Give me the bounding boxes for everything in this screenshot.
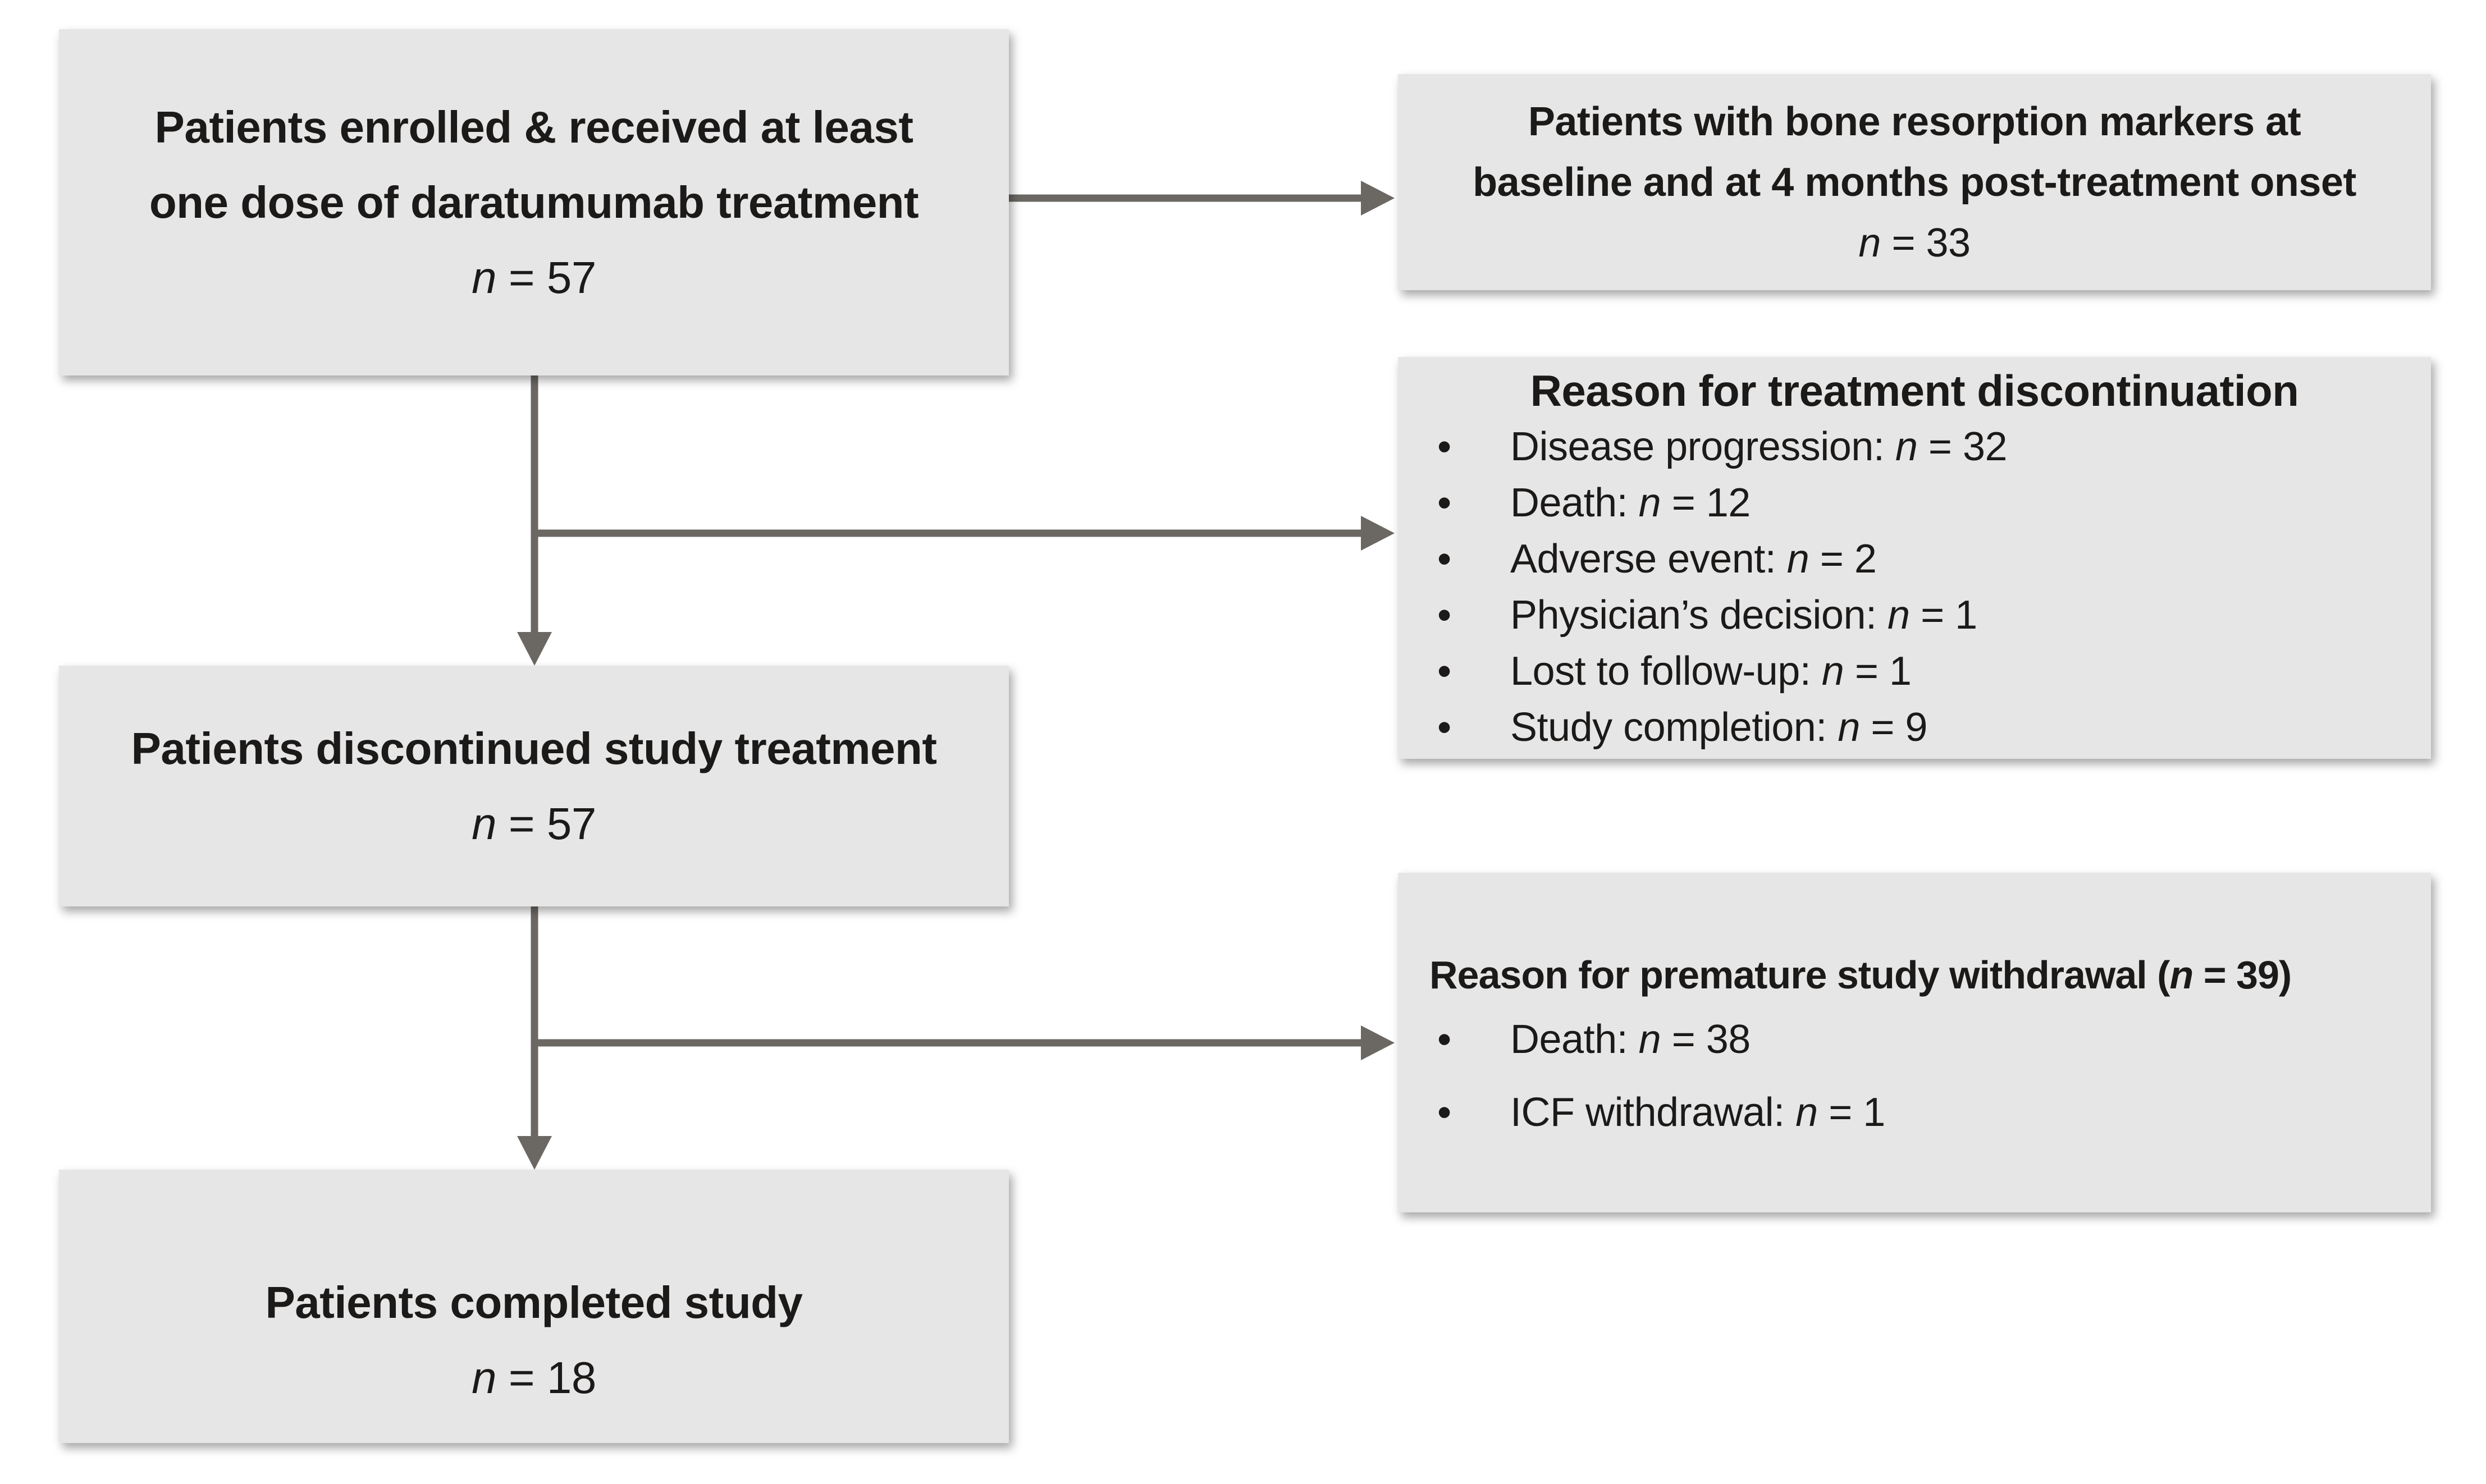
reason-list: • Death: n = 38 • ICF withdrawal: n = 1 [1398, 1003, 2431, 1149]
n-count: n = 57 [472, 240, 596, 315]
arrow-branch-to-withdrawal-reasons [531, 1025, 1395, 1060]
reason-text: Study completion: n = 9 [1510, 699, 2431, 755]
n-symbol: n [472, 252, 497, 303]
box-title-line: Patients with bone resorption markers at [1528, 99, 2301, 144]
reason-label: Lost to follow-up: [1510, 649, 1822, 694]
reason-text: Death: n = 12 [1510, 475, 2431, 531]
reason-label: Death: [1510, 480, 1639, 525]
reason-text: ICF withdrawal: n = 1 [1510, 1076, 2431, 1149]
n-value: = 2 [1809, 537, 1877, 581]
n-count: n = 18 [472, 1340, 596, 1416]
reason-label: ICF withdrawal: [1510, 1090, 1796, 1135]
box-title: Reason for treatment discontinuation [1530, 366, 2299, 415]
n-count: n = 57 [472, 786, 596, 862]
title-text: Reason for premature study withdrawal ( [1429, 953, 2170, 997]
n-symbol: n [472, 798, 497, 849]
box-title-line: Patients enrolled & received at least [154, 102, 913, 152]
box-discontinued: Patients discontinued study treatment n … [59, 666, 1009, 906]
box-discontinuation-reasons: Reason for treatment discontinuation • D… [1398, 357, 2431, 759]
arrow-enrolled-to-markers [1009, 181, 1395, 216]
reason-label: Disease progression: [1510, 424, 1895, 469]
n-value: = 1 [1844, 649, 1912, 694]
reason-text: Lost to follow-up: n = 1 [1510, 643, 2431, 699]
list-item: • Study completion: n = 9 [1398, 699, 2431, 755]
title-text: = 39) [2193, 953, 2292, 997]
reason-label: Study completion: [1510, 705, 1838, 750]
n-symbol: n [1786, 537, 1809, 581]
n-value: = 33 [1880, 220, 1971, 265]
n-symbol: n [1638, 1017, 1661, 1062]
box-withdrawal-reasons: Reason for premature study withdrawal (n… [1398, 873, 2431, 1212]
list-item: • Disease progression: n = 32 [1398, 419, 2431, 475]
n-value: = 38 [1661, 1017, 1751, 1062]
reason-list: • Disease progression: n = 32 • Death: n… [1398, 419, 2431, 755]
bullet-icon: • [1437, 537, 1451, 581]
list-item: • Death: n = 38 [1398, 1003, 2431, 1076]
n-symbol: n [1895, 424, 1918, 469]
reason-text: Adverse event: n = 2 [1510, 531, 2431, 587]
n-value: = 32 [1917, 424, 2008, 469]
n-value: = 9 [1859, 705, 1927, 750]
arrow-head-icon [1361, 181, 1395, 216]
n-value: = 1 [1817, 1090, 1885, 1135]
reason-text: Disease progression: n = 32 [1510, 419, 2431, 475]
bullet-icon: • [1437, 424, 1451, 469]
arrow-enrolled-to-discontinued [517, 375, 552, 666]
n-symbol: n [1638, 480, 1661, 525]
arrow-head-icon [517, 632, 552, 666]
arrow-head-icon [1361, 516, 1395, 551]
n-symbol: n [1838, 705, 1860, 750]
bullet-icon: • [1437, 480, 1451, 525]
list-item: • Adverse event: n = 2 [1398, 531, 2431, 587]
list-item: • Physician’s decision: n = 1 [1398, 587, 2431, 643]
arrow-head-icon [1361, 1025, 1395, 1060]
bullet-icon: • [1437, 1090, 1451, 1135]
box-title-line: Patients discontinued study treatment [131, 723, 937, 773]
n-value: = 57 [496, 252, 596, 303]
box-title: Reason for premature study withdrawal (n… [1398, 947, 2431, 1003]
bullet-icon: • [1437, 705, 1451, 750]
list-item: • ICF withdrawal: n = 1 [1398, 1076, 2431, 1149]
box-title-line: baseline and at 4 months post-treatment … [1473, 159, 2356, 205]
arrow-branch-to-discontinuation-reasons [531, 516, 1395, 551]
n-symbol: n [1795, 1090, 1818, 1135]
n-symbol: n [1858, 220, 1881, 265]
n-count: n = 33 [1858, 213, 1971, 273]
arrow-discontinued-to-completed [517, 906, 552, 1170]
reason-label: Death: [1510, 1017, 1639, 1062]
box-title-line: one dose of daratumumab treatment [149, 177, 919, 227]
reason-text: Physician’s decision: n = 1 [1510, 587, 2431, 643]
reason-text: Death: n = 38 [1510, 1003, 2431, 1076]
n-value: = 12 [1661, 480, 1751, 525]
bullet-icon: • [1437, 1017, 1451, 1062]
arrow-head-icon [517, 1136, 552, 1170]
n-symbol: n [1821, 649, 1844, 694]
box-title-line: Patients completed study [265, 1277, 803, 1327]
n-symbol: n [1888, 593, 1910, 638]
n-value: = 1 [1909, 593, 1977, 638]
box-bone-markers: Patients with bone resorption markers at… [1398, 74, 2431, 290]
box-enrolled: Patients enrolled & received at least on… [59, 29, 1009, 375]
reason-label: Adverse event: [1510, 537, 1787, 581]
list-item: • Lost to follow-up: n = 1 [1398, 643, 2431, 699]
reason-label: Physician’s decision: [1510, 593, 1888, 638]
box-completed: Patients completed study n = 18 [59, 1170, 1009, 1443]
bullet-icon: • [1437, 649, 1451, 694]
list-item: • Death: n = 12 [1398, 475, 2431, 531]
n-value: = 18 [496, 1352, 596, 1403]
n-value: = 57 [496, 798, 596, 849]
n-symbol: n [472, 1352, 497, 1403]
bullet-icon: • [1437, 593, 1451, 638]
n-symbol: n [2169, 953, 2193, 997]
